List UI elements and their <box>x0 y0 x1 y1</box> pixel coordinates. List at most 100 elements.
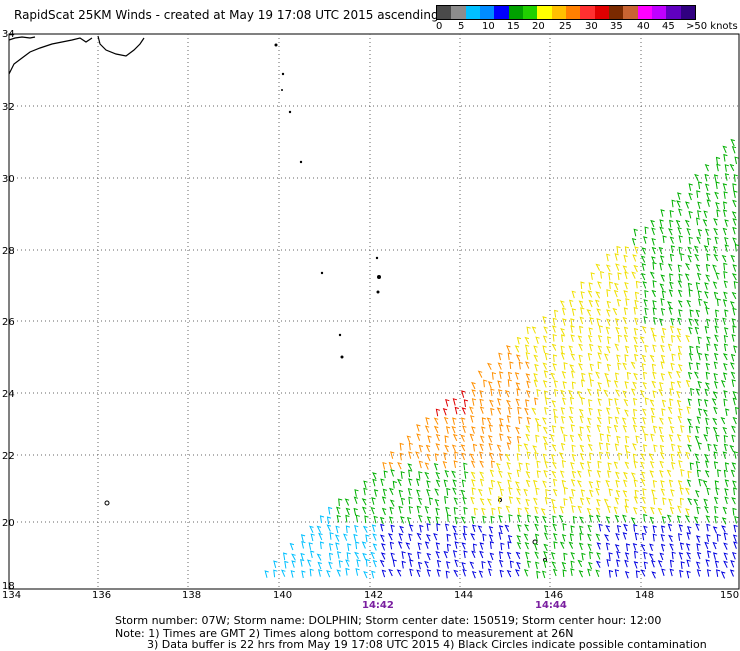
wind-barb <box>706 523 711 532</box>
wind-barb <box>652 344 657 353</box>
x-axis-labels: 134 136 138 140 142 144 146 148 150 <box>2 590 739 601</box>
footer-note-1: Note: 1) Times are GMT 2) Times along bo… <box>115 627 574 640</box>
wind-barb <box>470 533 475 541</box>
wind-barb <box>399 525 404 534</box>
x-tick-label: 148 <box>635 590 654 601</box>
wind-barb <box>669 388 674 396</box>
wind-barb <box>435 479 441 488</box>
wind-barb <box>379 516 385 525</box>
wind-barb <box>733 190 738 199</box>
wind-barb <box>595 507 601 515</box>
wind-barb <box>372 533 377 541</box>
wind-barb <box>470 415 475 423</box>
y-tick-label: 32 <box>2 102 15 113</box>
wind-barb <box>606 363 612 372</box>
wind-barb <box>724 173 730 181</box>
wind-barb <box>416 489 421 497</box>
wind-barb <box>634 291 640 300</box>
wind-barb <box>660 354 666 363</box>
wind-barb <box>498 352 503 361</box>
wind-barb <box>713 381 719 389</box>
x-tick-label: 140 <box>273 590 292 601</box>
wind-barb <box>705 362 710 371</box>
wind-barb <box>543 469 548 478</box>
wind-barb <box>524 524 529 532</box>
wind-barb <box>578 525 584 534</box>
wind-barb <box>525 551 530 560</box>
wind-barb <box>443 416 449 425</box>
wind-barb <box>490 388 495 397</box>
wind-barb <box>730 560 735 568</box>
wind-barb <box>671 443 676 452</box>
wind-barb <box>499 569 504 578</box>
wind-barb <box>641 532 647 541</box>
x-tick-label: 138 <box>182 590 201 601</box>
wind-barb <box>506 569 512 578</box>
wind-barb <box>732 264 737 272</box>
wind-barb <box>560 352 566 360</box>
wind-barb <box>588 407 593 416</box>
wind-barb <box>543 532 549 540</box>
wind-barb <box>561 415 566 424</box>
wind-barb <box>335 542 340 551</box>
wind-barb <box>353 533 358 542</box>
wind-barb <box>570 353 575 361</box>
wind-barb <box>595 560 601 568</box>
wind-barb <box>597 398 602 406</box>
wind-barb <box>462 532 467 541</box>
x-tick-label: 136 <box>92 590 111 601</box>
wind-barb <box>472 543 478 552</box>
wind-barb <box>612 307 618 316</box>
wind-barb <box>569 533 575 542</box>
wind-barb <box>479 498 485 506</box>
wind-barb <box>649 271 655 279</box>
wind-barb <box>669 236 675 244</box>
wind-barb <box>552 523 557 532</box>
wind-barb <box>643 299 648 307</box>
wind-barb <box>426 516 432 524</box>
wind-barb <box>434 498 440 507</box>
wind-barb <box>282 552 288 561</box>
wind-barb <box>597 361 602 370</box>
wind-barb <box>514 481 520 489</box>
wind-barb <box>507 352 512 361</box>
wind-barb <box>635 280 641 289</box>
wind-barb <box>697 336 702 345</box>
wind-barb <box>714 480 719 488</box>
wind-barb <box>316 525 322 533</box>
wind-barb <box>588 480 594 489</box>
wind-barb <box>705 559 710 567</box>
wind-barb <box>578 300 584 308</box>
wind-barb <box>630 388 636 396</box>
wind-barb <box>507 479 512 488</box>
wind-barb <box>518 462 523 471</box>
wind-barb <box>723 552 728 560</box>
wind-barb <box>424 541 430 549</box>
wind-barb <box>722 426 727 435</box>
wind-barb <box>644 433 649 442</box>
wind-barb <box>662 497 667 506</box>
wind-barb <box>684 273 690 281</box>
wind-barb <box>418 460 424 469</box>
wind-barb <box>697 210 702 218</box>
wind-barb <box>419 524 424 533</box>
wind-barb <box>713 372 718 381</box>
wind-barb <box>488 424 493 433</box>
wind-barb <box>617 334 622 343</box>
wind-barb <box>383 470 388 479</box>
wind-barb <box>318 532 323 541</box>
wind-barb <box>392 559 397 567</box>
wind-barb <box>722 451 728 459</box>
wind-barb <box>561 397 567 405</box>
wind-barb <box>667 343 673 352</box>
wind-barb <box>580 307 585 315</box>
wind-barb <box>507 534 513 543</box>
wind-barb <box>686 299 691 308</box>
wind-barb <box>479 451 484 460</box>
wind-barb <box>524 361 530 369</box>
wind-barb <box>624 552 630 560</box>
wind-barb <box>661 327 667 336</box>
wind-barb <box>563 498 568 506</box>
wind-barb <box>722 299 728 307</box>
wind-barb <box>653 497 658 505</box>
